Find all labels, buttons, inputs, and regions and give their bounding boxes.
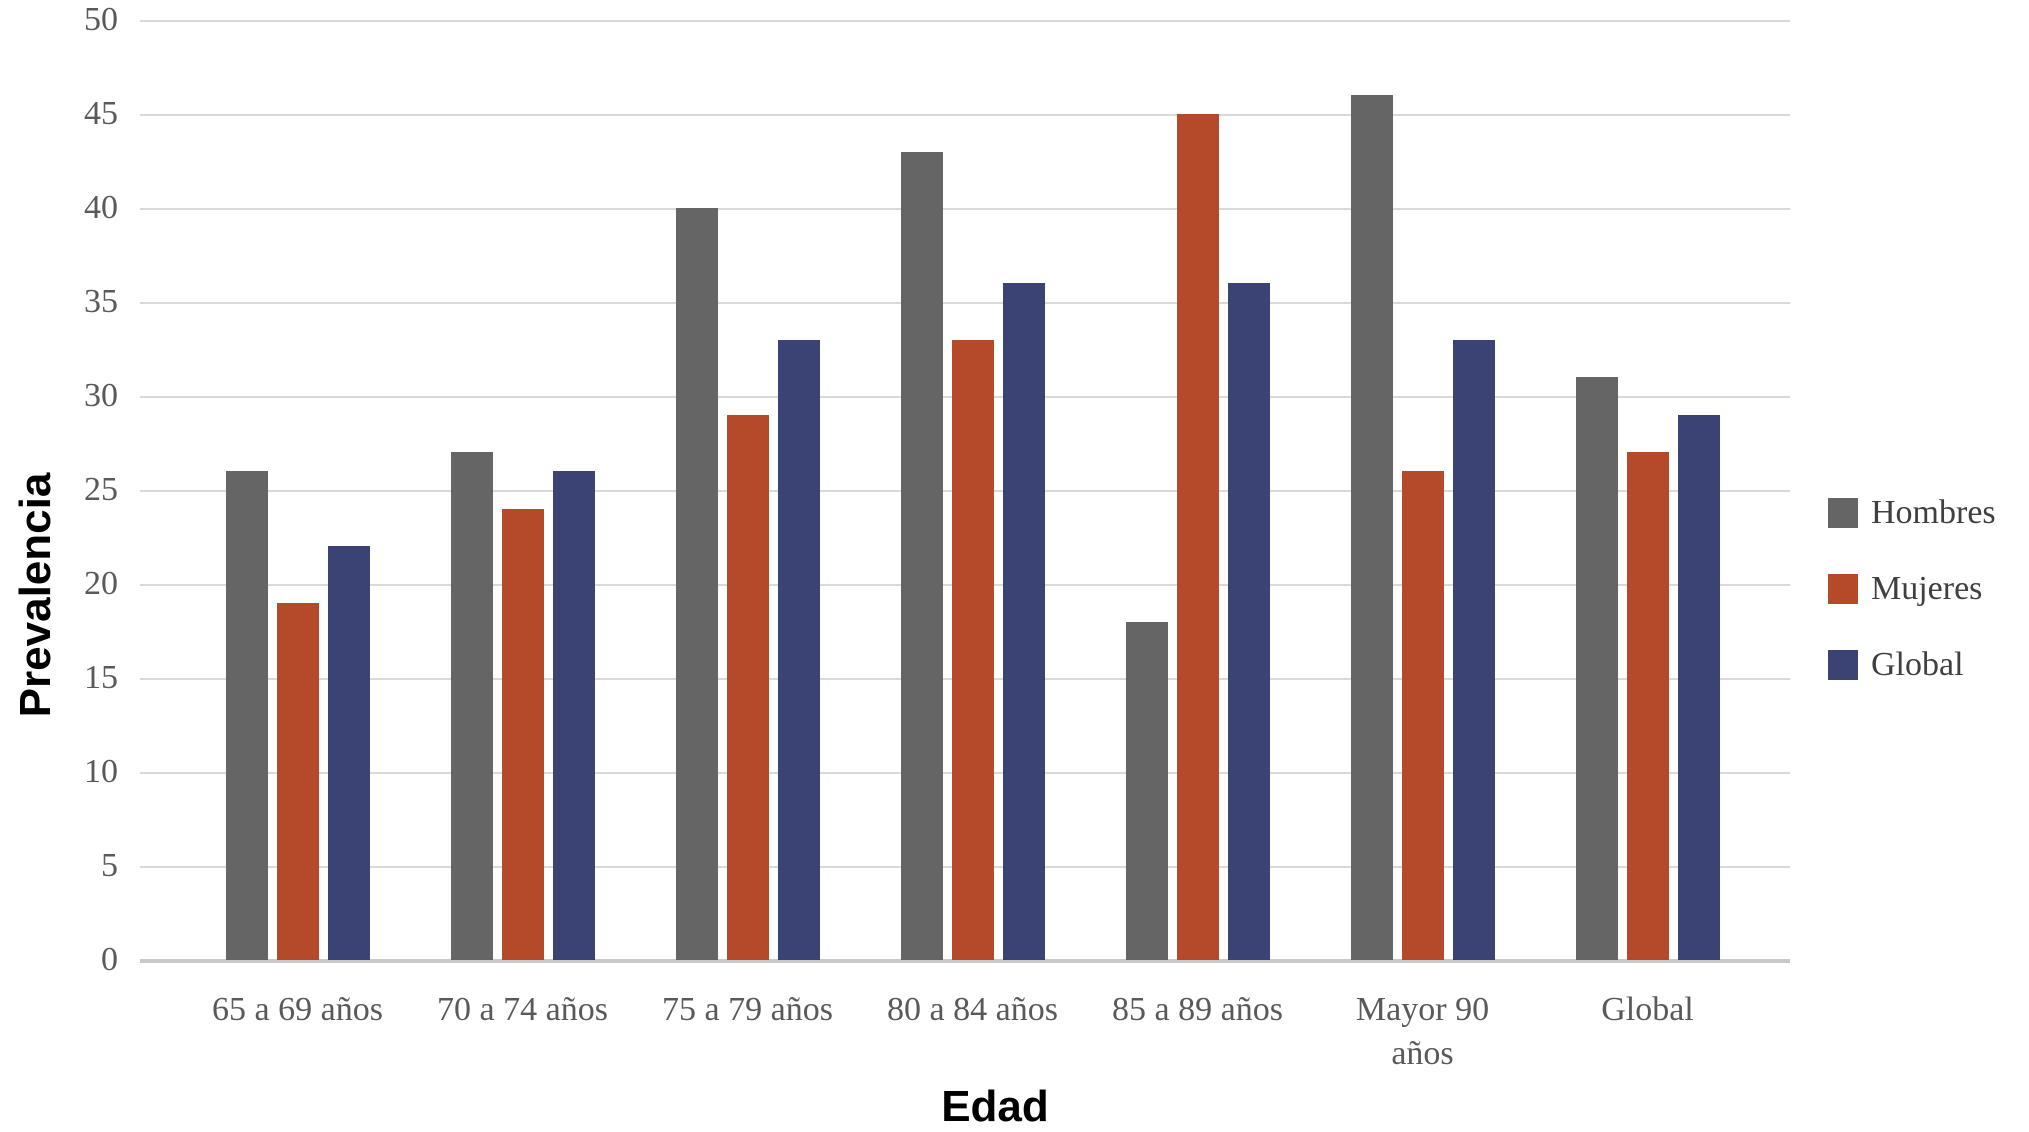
- y-tick-label-40: 40: [84, 189, 118, 226]
- legend-item-mujeres: Mujeres: [1828, 572, 1996, 606]
- bar-mujeres-2: [501, 508, 544, 960]
- legend-item-hombres: Hombres: [1828, 496, 1996, 530]
- x-label-3: 75 a 79 años: [662, 991, 833, 1028]
- gridline-45: [140, 114, 1790, 116]
- y-tick-label-35: 35: [84, 283, 118, 320]
- y-tick-label-0: 0: [101, 941, 118, 978]
- y-tick-label-50: 50: [84, 1, 118, 38]
- bar-mujeres-5: [1176, 114, 1219, 960]
- bars-area: [185, 20, 1760, 960]
- bar-mujeres-1: [276, 602, 319, 960]
- bar-group-1: [185, 20, 410, 960]
- legend-item-global: Global: [1828, 648, 1996, 682]
- bar-global-7: [1677, 414, 1720, 960]
- x-label-6: Mayor 90 años: [1355, 991, 1490, 1073]
- y-tick-label-10: 10: [84, 753, 118, 790]
- x-label-2: 70 a 74 años: [437, 991, 608, 1028]
- bar-mujeres-7: [1626, 452, 1669, 960]
- x-label-1: 65 a 69 años: [212, 991, 383, 1028]
- x-axis-labels: 65 a 69 años 70 a 74 años 75 a 79 años 80 a…: [185, 988, 1760, 1076]
- legend-swatch-mujeres: [1828, 574, 1858, 604]
- y-tick-label-5: 5: [101, 847, 118, 884]
- bar-group-3: [635, 20, 860, 960]
- bar-mujeres-4: [951, 339, 994, 960]
- bar-global-3: [777, 339, 820, 960]
- y-tick-label-45: 45: [84, 95, 118, 132]
- bar-global-6: [1452, 339, 1495, 960]
- x-label-4: 80 a 84 años: [887, 991, 1058, 1028]
- legend-label-global: Global: [1871, 646, 1964, 683]
- bar-hombres-1: [225, 471, 268, 960]
- bar-group-5: [1085, 20, 1310, 960]
- bar-global-1: [327, 546, 370, 960]
- bar-hombres-5: [1125, 621, 1168, 960]
- bar-hombres-7: [1575, 377, 1618, 960]
- bar-mujeres-6: [1401, 471, 1444, 960]
- bar-group-6: [1310, 20, 1535, 960]
- bar-mujeres-3: [726, 414, 769, 960]
- gridline-50: [140, 20, 1790, 22]
- gridline-35: [140, 302, 1790, 304]
- legend: Hombres Mujeres Global: [1828, 496, 1996, 724]
- legend-swatch-global: [1828, 650, 1858, 680]
- y-tick-label-30: 30: [84, 377, 118, 414]
- bar-hombres-3: [675, 208, 718, 960]
- y-axis-title: Prevalencia: [11, 472, 60, 718]
- x-label-5: 85 a 89 años: [1112, 991, 1283, 1028]
- bar-hombres-2: [450, 452, 493, 960]
- bar-group-7: [1535, 20, 1760, 960]
- bar-group-4: [860, 20, 1085, 960]
- x-label-7: Global: [1601, 991, 1694, 1028]
- bar-global-5: [1227, 283, 1270, 960]
- y-tick-label-25: 25: [84, 471, 118, 508]
- bar-global-4: [1002, 283, 1045, 960]
- gridline-40: [140, 208, 1790, 210]
- y-tick-label-20: 20: [84, 565, 118, 602]
- bar-hombres-6: [1350, 95, 1393, 960]
- bar-global-2: [552, 471, 595, 960]
- legend-swatch-hombres: [1828, 498, 1858, 528]
- y-tick-label-15: 15: [84, 659, 118, 696]
- x-axis-title: Edad: [941, 1082, 1049, 1131]
- legend-label-mujeres: Mujeres: [1871, 570, 1983, 607]
- x-axis-line: [140, 959, 1790, 963]
- bar-hombres-4: [900, 151, 943, 960]
- legend-label-hombres: Hombres: [1871, 494, 1996, 531]
- bar-group-2: [410, 20, 635, 960]
